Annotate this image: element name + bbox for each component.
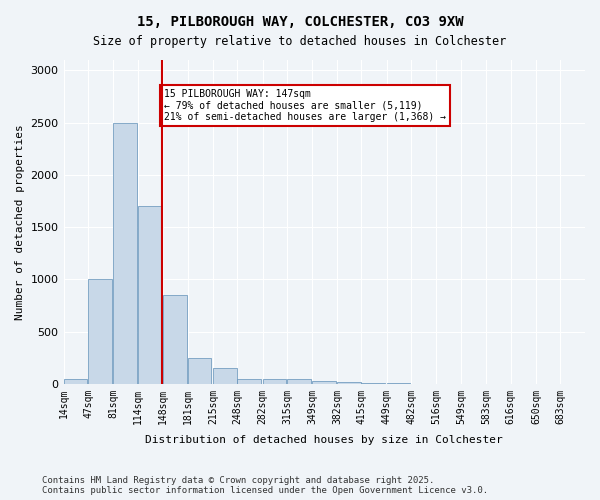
Bar: [287, 378, 311, 384]
Bar: [138, 206, 161, 384]
Bar: [113, 122, 137, 384]
Text: 15, PILBOROUGH WAY, COLCHESTER, CO3 9XW: 15, PILBOROUGH WAY, COLCHESTER, CO3 9XW: [137, 15, 463, 29]
Bar: [361, 382, 385, 384]
Bar: [213, 368, 236, 384]
Bar: [163, 295, 187, 384]
Bar: [263, 378, 286, 384]
Bar: [313, 380, 336, 384]
Bar: [88, 280, 112, 384]
Text: Size of property relative to detached houses in Colchester: Size of property relative to detached ho…: [94, 35, 506, 48]
Bar: [238, 378, 261, 384]
Bar: [337, 382, 361, 384]
Bar: [188, 358, 211, 384]
Y-axis label: Number of detached properties: Number of detached properties: [15, 124, 25, 320]
Text: 15 PILBOROUGH WAY: 147sqm
← 79% of detached houses are smaller (5,119)
21% of se: 15 PILBOROUGH WAY: 147sqm ← 79% of detac…: [164, 89, 446, 122]
Text: Contains HM Land Registry data © Crown copyright and database right 2025.
Contai: Contains HM Land Registry data © Crown c…: [42, 476, 488, 495]
Bar: [64, 378, 88, 384]
X-axis label: Distribution of detached houses by size in Colchester: Distribution of detached houses by size …: [145, 435, 503, 445]
